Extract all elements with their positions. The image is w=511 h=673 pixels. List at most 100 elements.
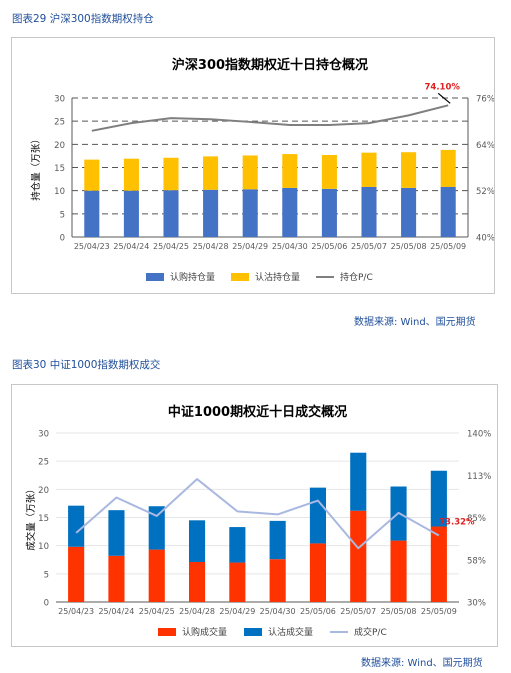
figure2-caption: 图表30 中证1000指数期权成交	[12, 359, 161, 371]
put-bar	[361, 152, 377, 187]
call-bar	[309, 543, 327, 602]
x-tick-label: 25/05/08	[391, 242, 427, 251]
y-tick-label: 30	[54, 95, 65, 105]
put-bar	[430, 470, 447, 527]
x-tick-label: 25/04/30	[260, 607, 296, 616]
open-interest-chart: 沪深300指数期权近十日持仓概况 0 5 10 15 20 25 30 40% 52% 64% 76%…	[30, 57, 495, 283]
y2-tick-label: 85%	[467, 514, 486, 524]
call-bar	[242, 189, 258, 237]
call-bar	[148, 549, 165, 602]
y-tick-label: 30	[38, 430, 49, 440]
call-bar	[188, 562, 206, 602]
put-bar	[269, 520, 286, 560]
pc-annotation: 74.10%	[424, 82, 460, 92]
call-bar	[84, 190, 100, 237]
call-bar	[68, 546, 85, 602]
put-bar	[242, 155, 258, 190]
pc-ratio-line	[75, 478, 440, 550]
put-bar	[163, 157, 179, 191]
legend-swatch	[158, 628, 176, 636]
y2-tick-label: 52%	[476, 187, 494, 197]
call-bar	[361, 186, 377, 237]
x-tick-label: 25/05/06	[311, 242, 347, 251]
y2-tick-label: 76%	[476, 95, 494, 105]
y-tick-label: 0	[44, 599, 49, 609]
x-tick-label: 25/04/24	[113, 242, 149, 251]
put-bar	[401, 152, 417, 188]
pc-ratio-line	[91, 104, 449, 132]
call-bar	[123, 190, 139, 237]
y2-tick-label: 40%	[476, 234, 494, 244]
figure1-caption: 图表29 沪深300指数期权持仓	[12, 13, 154, 25]
x-tick-label: 25/04/23	[74, 242, 110, 251]
x-tick-label: 25/05/09	[421, 607, 457, 616]
call-bar	[350, 510, 367, 602]
call-bar	[401, 187, 417, 237]
call-bar	[440, 186, 456, 237]
y2-tick-label: 30%	[467, 599, 486, 609]
x-tick-label: 25/05/09	[430, 242, 466, 251]
legend-label: 认沽成交量	[268, 626, 313, 638]
put-bar	[123, 158, 139, 191]
call-bar	[321, 188, 337, 237]
put-bar	[321, 154, 337, 189]
x-tick-label: 25/04/25	[153, 242, 189, 251]
legend-label: 认购持仓量	[170, 271, 215, 283]
put-bar	[108, 510, 125, 556]
put-bar	[440, 149, 456, 187]
chart-title: 中证1000期权近十日成交概况	[168, 404, 347, 420]
call-bar	[108, 555, 125, 602]
x-tick-label: 25/04/24	[98, 607, 134, 616]
annotation-leader	[437, 92, 451, 104]
x-tick-label: 25/05/08	[381, 607, 417, 616]
x-tick-label: 25/04/28	[193, 242, 229, 251]
legend-label: 成交P/C	[354, 626, 387, 638]
y2-tick-label: 140%	[467, 430, 491, 440]
put-bar	[84, 159, 100, 191]
pc-annotation: 73.32%	[439, 517, 475, 527]
legend-swatch	[244, 628, 262, 636]
x-tick-label: 25/04/28	[179, 607, 215, 616]
y2-tick-label: 58%	[467, 556, 486, 566]
x-tick-label: 25/04/29	[219, 607, 255, 616]
put-bar	[148, 506, 165, 550]
y-tick-label: 10	[38, 542, 49, 552]
y-tick-label: 5	[60, 210, 65, 220]
call-bar	[163, 190, 179, 237]
x-tick-label: 25/05/07	[351, 242, 387, 251]
put-bar	[282, 154, 298, 188]
call-bar	[269, 559, 286, 602]
y-tick-label: 5	[44, 570, 49, 580]
figure2-source: 数据来源: Wind、国元期货	[361, 658, 483, 669]
put-bar	[309, 487, 327, 544]
put-bar	[229, 527, 246, 563]
y-tick-label: 15	[54, 164, 65, 174]
legend-label: 认购成交量	[182, 626, 227, 638]
y-tick-label: 20	[54, 141, 65, 151]
legend-label: 持仓P/C	[340, 271, 373, 283]
y-axis-label: 成交量（万张）	[25, 484, 37, 551]
y-tick-label: 15	[38, 514, 49, 524]
put-bar	[68, 505, 85, 547]
x-tick-label: 25/04/30	[272, 242, 308, 251]
call-bar	[430, 526, 447, 602]
x-tick-label: 25/05/07	[340, 607, 376, 616]
call-bar	[282, 187, 298, 237]
y-tick-label: 0	[60, 234, 65, 244]
volume-chart: 中证1000期权近十日成交概况 0 5 10 15 20 25 30 30% 58% 85% 113%…	[25, 404, 491, 638]
legend-label: 认沽持仓量	[255, 271, 300, 283]
put-bar	[188, 520, 206, 563]
y2-tick-label: 113%	[467, 472, 491, 482]
legend-swatch	[231, 273, 249, 281]
legend-swatch	[146, 273, 164, 281]
chart-title: 沪深300指数期权近十日持仓概况	[172, 57, 368, 73]
call-bar	[390, 540, 407, 602]
x-tick-label: 25/04/29	[232, 242, 268, 251]
y2-tick-label: 64%	[476, 141, 494, 151]
x-tick-label: 25/04/25	[139, 607, 175, 616]
y-tick-label: 25	[54, 118, 65, 128]
figure1-source: 数据来源: Wind、国元期货	[354, 317, 476, 328]
call-bar	[203, 189, 219, 237]
y-tick-label: 20	[38, 486, 49, 496]
chart2-frame: 中证1000期权近十日成交概况 0 5 10 15 20 25 30 30% 58% 85% 113%…	[11, 384, 498, 647]
